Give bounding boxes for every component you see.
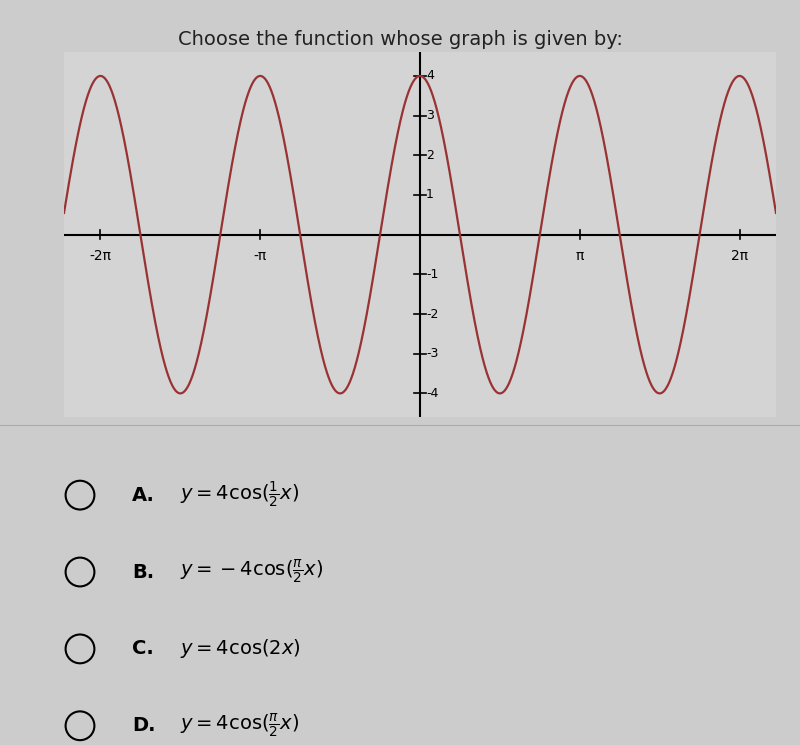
Text: -π: -π xyxy=(254,249,267,262)
Text: -4: -4 xyxy=(426,387,438,400)
Text: 2: 2 xyxy=(426,149,434,162)
Text: $y= -4\cos(\frac{\pi}{2}x)$: $y= -4\cos(\frac{\pi}{2}x)$ xyxy=(180,558,323,586)
Text: -2: -2 xyxy=(426,308,438,320)
Text: C.: C. xyxy=(132,639,154,659)
Text: Choose the function whose graph is given by:: Choose the function whose graph is given… xyxy=(178,30,622,49)
Text: B.: B. xyxy=(132,562,154,582)
Text: A.: A. xyxy=(132,486,155,504)
Text: $y= 4\cos(2x)$: $y= 4\cos(2x)$ xyxy=(180,638,301,660)
Text: $y= 4\cos(\frac{1}{2}x)$: $y= 4\cos(\frac{1}{2}x)$ xyxy=(180,480,299,510)
Text: 3: 3 xyxy=(426,109,434,122)
Text: 4: 4 xyxy=(426,69,434,83)
Text: -3: -3 xyxy=(426,347,438,361)
Text: D.: D. xyxy=(132,716,155,735)
Text: π: π xyxy=(575,249,584,262)
Text: 1: 1 xyxy=(426,188,434,201)
Text: -2π: -2π xyxy=(90,249,111,262)
Text: -1: -1 xyxy=(426,268,438,281)
Text: 2π: 2π xyxy=(731,249,748,262)
Text: $y= 4\cos(\frac{\pi}{2}x)$: $y= 4\cos(\frac{\pi}{2}x)$ xyxy=(180,711,299,740)
